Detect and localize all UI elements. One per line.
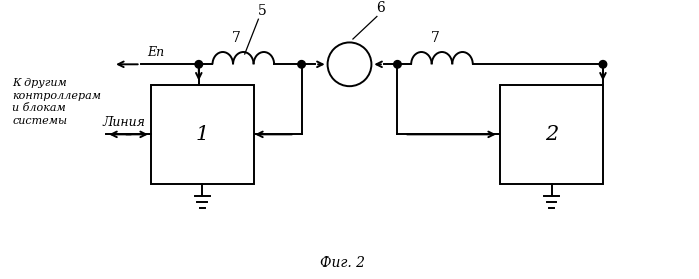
Circle shape: [599, 61, 607, 68]
Bar: [500, 85, 603, 184]
Text: Линия: Линия: [103, 116, 146, 129]
Circle shape: [394, 61, 401, 68]
Text: К другим
контроллерам
и блокам
системы: К другим контроллерам и блокам системы: [13, 78, 101, 126]
Bar: [151, 85, 254, 184]
Text: 1: 1: [196, 125, 209, 144]
Text: 7: 7: [431, 31, 440, 45]
Text: Фиг. 2: Фиг. 2: [320, 256, 365, 270]
Text: 6: 6: [376, 1, 384, 15]
Text: 5: 5: [257, 4, 266, 18]
Text: 2: 2: [545, 125, 559, 144]
Circle shape: [298, 61, 305, 68]
Text: 7: 7: [232, 31, 241, 45]
Circle shape: [195, 61, 203, 68]
Text: Еп: Еп: [147, 46, 164, 59]
